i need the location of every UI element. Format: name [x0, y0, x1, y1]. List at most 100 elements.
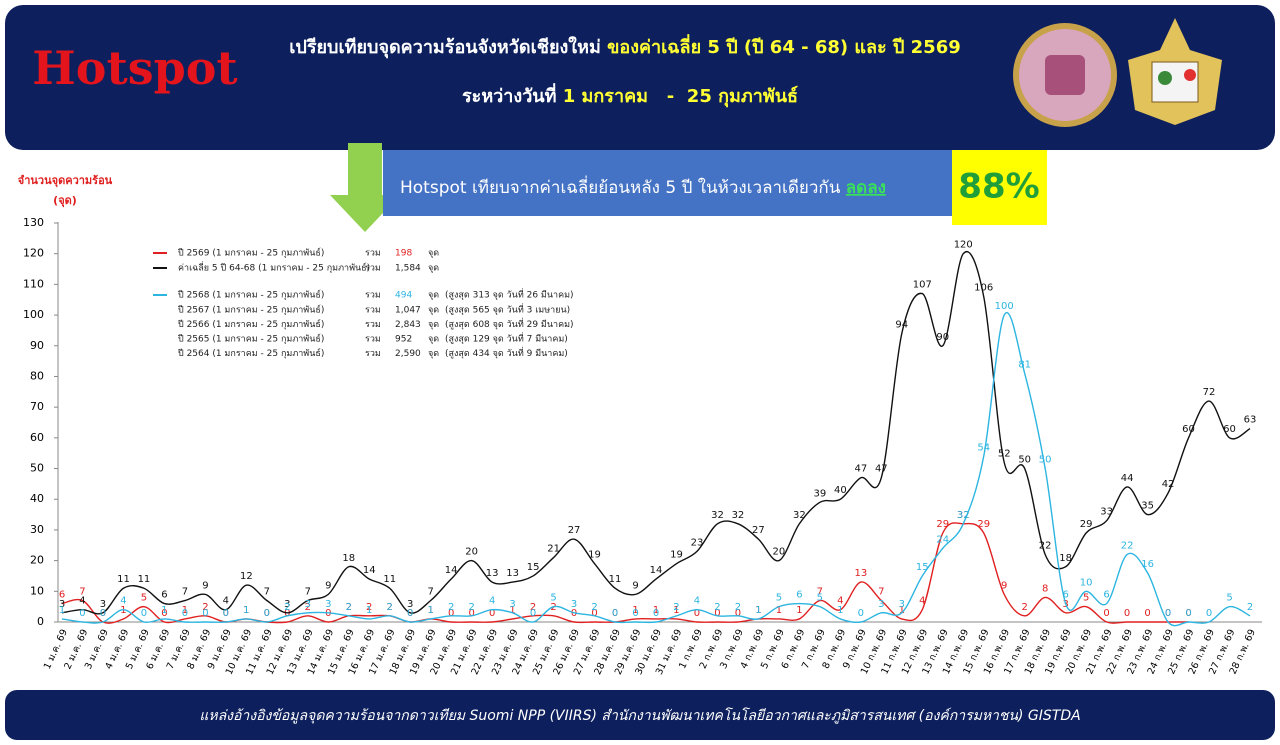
value-label: 0: [1165, 608, 1171, 619]
value-label: 29: [977, 519, 990, 530]
value-label: 1: [899, 605, 905, 616]
value-label: 5: [776, 593, 782, 604]
value-label: 0: [284, 608, 290, 619]
value-label: 3: [899, 599, 905, 610]
value-label: 0: [858, 608, 864, 619]
value-label: 4: [120, 596, 126, 607]
value-label: 0: [264, 608, 270, 619]
legend-total-label: รวม: [365, 335, 381, 345]
legend-total: 494: [395, 291, 412, 301]
y-label: (จุด): [53, 194, 77, 208]
value-label: 100: [995, 301, 1014, 312]
legend-unit: จุด: [428, 264, 439, 274]
value-label: 32: [957, 510, 970, 521]
value-label: 0: [407, 608, 413, 619]
value-label: 0: [100, 608, 106, 619]
value-label: 22: [1039, 540, 1052, 551]
legend-label: ปี 2564 (1 มกราคม - 25 กุมภาพันธ์): [178, 347, 325, 359]
value-label: 6: [161, 590, 167, 601]
legend-note: (สูงสุด 434 จุด วันที่ 9 มีนาคม): [445, 346, 568, 359]
value-label: 2: [468, 602, 474, 613]
legend-label: ค่าเฉลี่ย 5 ปี 64-68 (1 มกราคม - 25 กุมภ…: [178, 261, 370, 274]
value-label: 3: [305, 599, 311, 610]
value-label: 106: [974, 283, 993, 294]
legend-label: ปี 2568 (1 มกราคม - 25 กุมภาพันธ์): [178, 289, 325, 301]
title-b: ของค่าเฉลี่ย 5 ปี (ปี 64 - 68) และ ปี 25…: [607, 34, 961, 58]
value-label: 7: [264, 587, 270, 598]
value-label: 14: [650, 565, 663, 576]
legend-note: (สูงสุด 565 จุด วันที่ 3 เมษายน): [445, 303, 570, 316]
value-label: 0: [694, 608, 700, 619]
legend-total: 1,047: [395, 306, 421, 316]
value-label: 7: [305, 587, 311, 598]
value-label: 14: [445, 565, 458, 576]
value-label: 10: [1080, 577, 1093, 588]
header-title: เปรียบเทียบจุดความร้อนจังหวัดเชียงใหม่ ข…: [289, 34, 961, 59]
value-label: 6: [1062, 590, 1068, 601]
value-label: 1: [243, 605, 249, 616]
y-tick-label: 40: [30, 492, 44, 505]
value-label: 8: [1042, 583, 1048, 594]
value-label: 2: [202, 602, 208, 613]
legend-total-label: รวม: [365, 320, 381, 330]
value-label: 32: [793, 510, 806, 521]
value-label: 23: [691, 537, 704, 548]
series-line: [61, 311, 1251, 627]
y-tick-label: 20: [30, 554, 44, 567]
value-label: 2: [366, 602, 372, 613]
value-label: 4: [694, 596, 700, 607]
value-label: 2: [1247, 602, 1253, 613]
value-label: 32: [711, 510, 724, 521]
value-label: 1: [755, 605, 761, 616]
legend-total-label: รวม: [365, 306, 381, 316]
value-label: 7: [428, 587, 434, 598]
value-label: 1: [755, 605, 761, 616]
value-label: 0: [182, 608, 188, 619]
legend-total: 2,590: [395, 349, 421, 359]
value-label: 11: [117, 574, 130, 585]
value-label: 2: [673, 602, 679, 613]
value-label: 7: [182, 587, 188, 598]
value-label: 0: [141, 608, 147, 619]
legend-label: ปี 2569 (1 มกราคม - 25 กุมภาพันธ์): [178, 247, 325, 259]
value-label: 2: [530, 602, 536, 613]
legend-note: (สูงสุด 608 จุด วันที่ 29 มีนาคม): [445, 317, 574, 330]
value-label: 47: [875, 464, 888, 475]
value-label: 12: [240, 571, 253, 582]
header-box: [5, 5, 1275, 150]
value-label: 60: [1223, 424, 1236, 435]
legend-total: 198: [395, 249, 412, 259]
value-label: 35: [1141, 501, 1154, 512]
value-label: 1: [243, 605, 249, 616]
value-label: 0: [202, 608, 208, 619]
legend-unit: จุด: [428, 291, 439, 301]
value-label: 27: [568, 525, 581, 536]
value-label: 0: [653, 608, 659, 619]
value-label: 22: [1121, 540, 1134, 551]
value-label: 33: [1100, 507, 1113, 518]
value-label: 1: [776, 605, 782, 616]
value-label: 9: [325, 580, 331, 591]
value-label: 19: [670, 550, 683, 561]
value-label: 2: [735, 602, 741, 613]
value-label: 2: [448, 602, 454, 613]
value-label: 18: [342, 553, 355, 564]
y-label: จำนวนจุดความร้อน: [18, 174, 113, 188]
arrow: [330, 143, 400, 232]
value-label: 0: [1103, 608, 1109, 619]
value-label: 11: [609, 574, 622, 585]
value-label: 3: [878, 599, 884, 610]
value-label: 20: [773, 547, 786, 558]
value-label: 6: [796, 590, 802, 601]
value-label: 54: [977, 442, 990, 453]
legend-unit: จุด: [428, 320, 439, 330]
value-label: 0: [1185, 608, 1191, 619]
value-label: 0: [468, 608, 474, 619]
value-label: 3: [407, 599, 413, 610]
y-tick-label: 0: [37, 615, 44, 628]
value-label: 39: [813, 488, 826, 499]
y-tick-label: 50: [30, 462, 44, 475]
value-label: 3: [325, 599, 331, 610]
footer-box: [5, 690, 1275, 740]
